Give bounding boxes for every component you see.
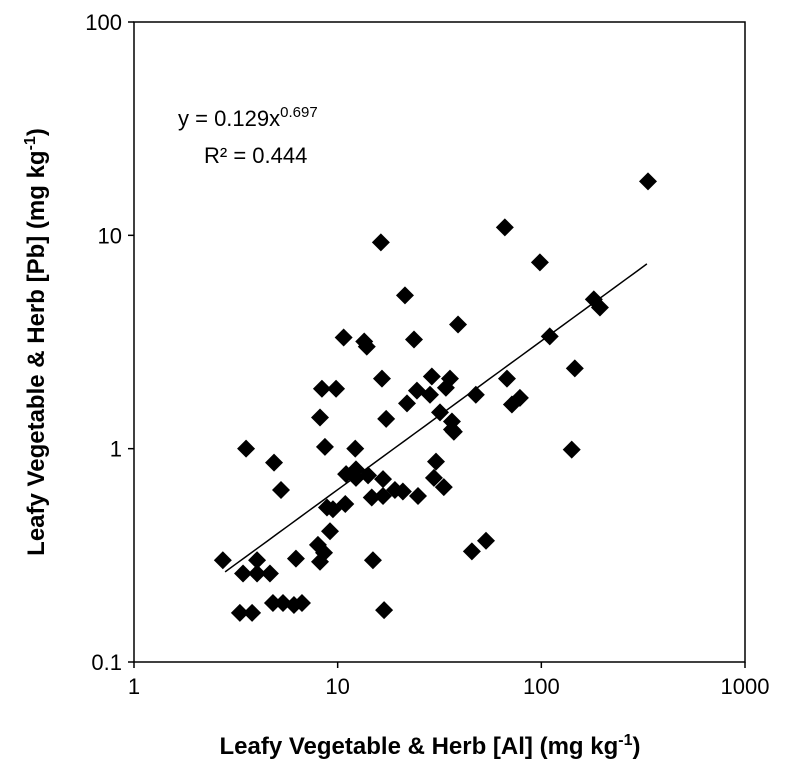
point	[234, 564, 253, 583]
point	[639, 172, 658, 191]
x-tick-label: 10	[325, 674, 349, 699]
point	[265, 453, 284, 472]
point	[497, 369, 516, 388]
point	[375, 601, 394, 620]
x-axis-label-suffix: )	[633, 733, 641, 760]
point	[312, 379, 331, 398]
point	[385, 481, 404, 500]
y-tick-label: 100	[85, 10, 122, 35]
point	[237, 439, 256, 458]
point	[409, 486, 428, 505]
point	[495, 218, 514, 237]
point	[346, 439, 365, 458]
point	[363, 551, 382, 570]
point	[444, 422, 463, 441]
point	[562, 440, 581, 459]
r-squared: R² = 0.444	[204, 143, 307, 168]
equation-text: y = 0.129x	[178, 106, 280, 131]
point	[334, 328, 353, 347]
point	[248, 564, 267, 583]
point	[398, 394, 417, 413]
point	[407, 381, 426, 400]
point	[286, 549, 305, 568]
point	[213, 551, 232, 570]
point	[430, 403, 449, 422]
point	[263, 594, 282, 613]
point	[466, 385, 485, 404]
point	[530, 253, 549, 272]
point	[565, 359, 584, 378]
x-tick-label: 1	[128, 674, 140, 699]
point	[272, 481, 291, 500]
point	[440, 369, 459, 388]
point	[590, 298, 609, 317]
point	[462, 542, 481, 561]
point	[510, 388, 529, 407]
trendline	[224, 263, 648, 573]
point	[422, 367, 441, 386]
point	[311, 408, 330, 427]
equation-exponent: 0.697	[280, 104, 318, 121]
y-tick-label: 0.1	[91, 650, 122, 675]
x-axis-label: Leafy Vegetable & Herb [Al] (mg kg-1)	[220, 732, 641, 760]
point	[377, 409, 396, 428]
x-tick-label: 100	[523, 674, 560, 699]
point	[434, 478, 453, 497]
point	[260, 564, 279, 583]
point	[315, 543, 334, 562]
x-tick-label: 1000	[721, 674, 770, 699]
point	[357, 337, 376, 356]
point	[420, 385, 439, 404]
point	[424, 468, 443, 487]
point	[374, 470, 393, 489]
y-axis-label-text: Leafy Vegetable & Herb [Pb] (mg kg	[23, 150, 50, 555]
point	[327, 379, 346, 398]
point	[372, 369, 391, 388]
x-axis-label-sup: -1	[618, 732, 632, 749]
y-tick-label: 10	[98, 223, 122, 248]
point	[292, 594, 311, 613]
equation: y = 0.129x0.697	[178, 104, 318, 131]
y-axis-label: Leafy Vegetable & Herb [Pb] (mg kg-1)	[22, 128, 50, 556]
point	[243, 603, 262, 622]
point	[321, 522, 340, 541]
point	[315, 437, 334, 456]
y-axis-label-suffix: )	[23, 128, 50, 136]
point	[427, 452, 446, 471]
point	[477, 531, 496, 550]
point	[404, 330, 423, 349]
point	[248, 551, 267, 570]
point	[395, 286, 414, 305]
y-axis-label-sup: -1	[22, 136, 39, 150]
point	[449, 315, 468, 334]
y-tick-label: 1	[110, 437, 122, 462]
point	[336, 495, 355, 514]
x-axis-label-text: Leafy Vegetable & Herb [Al] (mg kg	[220, 733, 619, 760]
point	[371, 233, 390, 252]
plot-frame	[133, 21, 746, 663]
point	[230, 603, 249, 622]
point	[362, 488, 381, 507]
